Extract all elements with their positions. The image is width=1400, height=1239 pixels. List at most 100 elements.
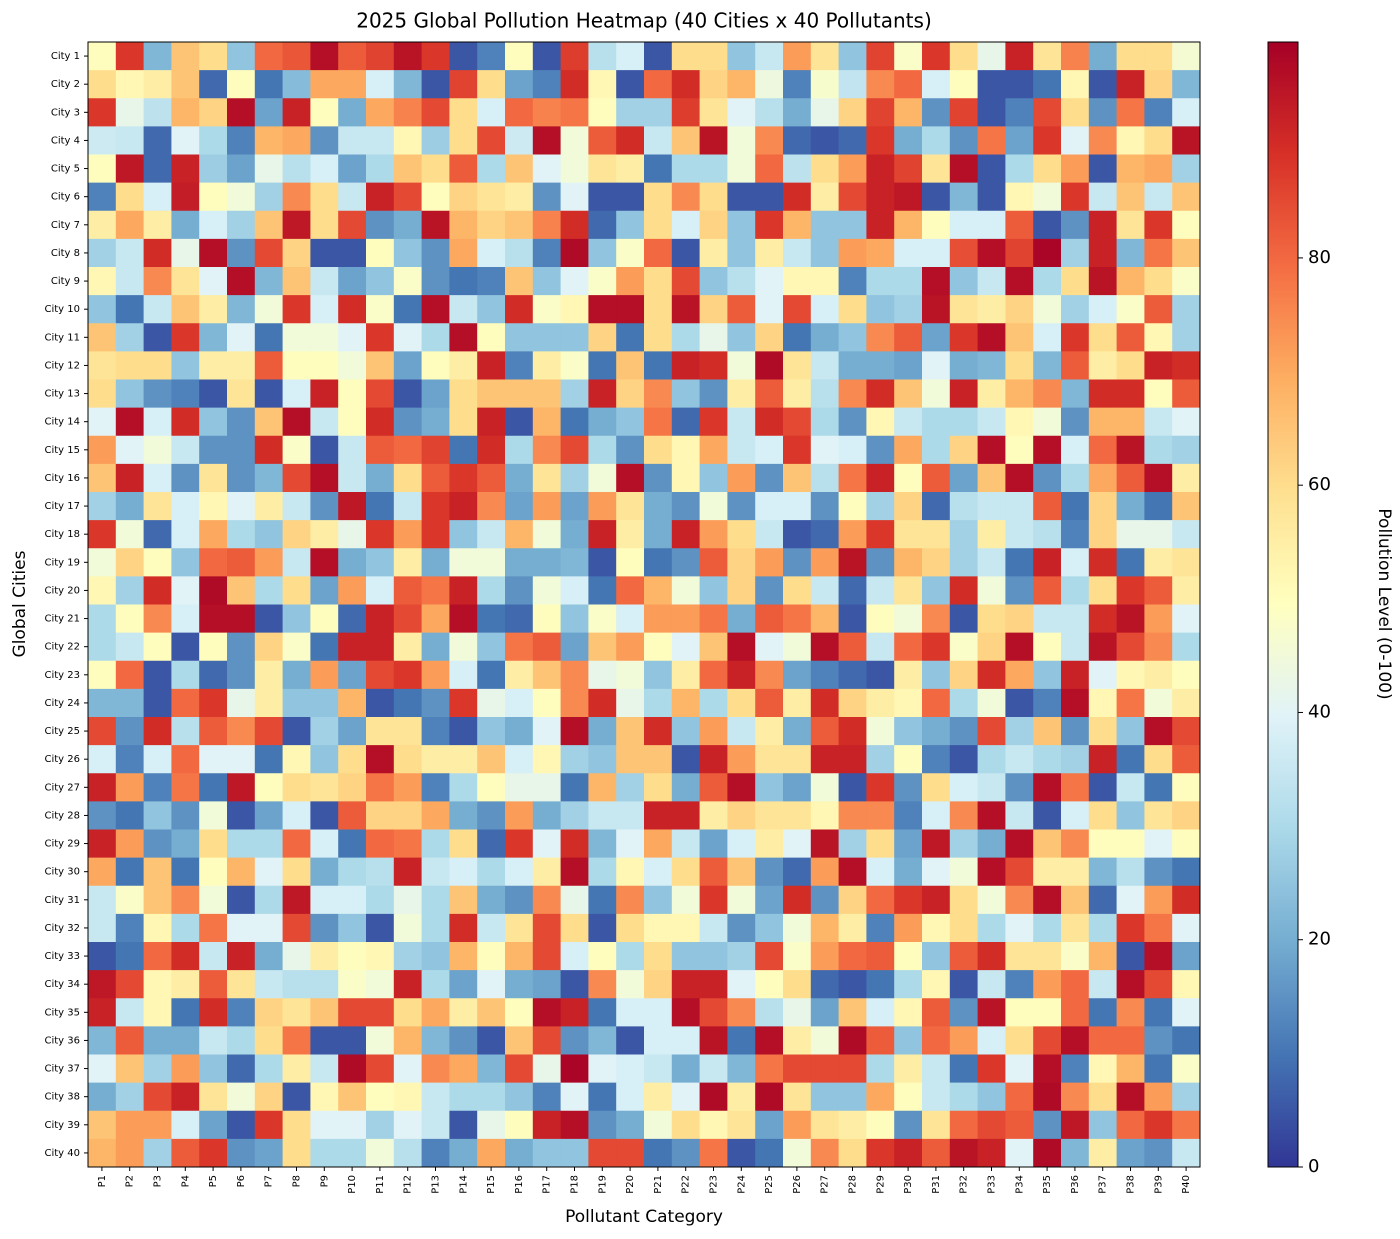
heatmap-cell (227, 70, 256, 99)
heatmap-cell (560, 604, 589, 634)
heatmap-cell (644, 998, 673, 1027)
heatmap-cell (644, 913, 673, 943)
heatmap-cell (338, 745, 367, 774)
heatmap-cell (171, 717, 200, 746)
heatmap-cell (421, 885, 450, 915)
heatmap-cell (254, 1082, 284, 1112)
heatmap-cell (810, 576, 840, 605)
heatmap-cell (699, 267, 728, 296)
heatmap-cell (171, 604, 200, 634)
heatmap-cell (1172, 857, 1201, 887)
heatmap-cell (366, 548, 395, 577)
heatmap-cell (310, 295, 339, 324)
heatmap-cell (1172, 42, 1201, 71)
heatmap-cell (560, 632, 589, 662)
heatmap-cell (254, 323, 284, 352)
heatmap-cell (505, 295, 534, 324)
heatmap-cell (977, 913, 1006, 943)
heatmap-cell (671, 773, 701, 802)
heatmap-cell (894, 520, 923, 549)
heatmap-cell (838, 435, 867, 465)
heatmap-cell (866, 351, 895, 380)
heatmap-cell (671, 604, 701, 634)
heatmap-cell (449, 717, 478, 746)
heatmap-cell (532, 576, 562, 605)
heatmap-cell (1005, 548, 1034, 577)
heatmap-cell (532, 295, 562, 324)
colorbar (1267, 41, 1299, 1168)
heatmap-cell (477, 604, 506, 634)
heatmap-cell (866, 857, 895, 887)
heatmap-cell (1005, 970, 1034, 999)
heatmap-cell (366, 576, 395, 605)
heatmap-cell (949, 604, 979, 634)
heatmap-cell (1061, 632, 1090, 662)
heatmap-cell (1144, 351, 1173, 380)
heatmap-cell (894, 717, 923, 746)
heatmap-cell (282, 182, 311, 212)
heatmap-cell (282, 126, 311, 155)
heatmap-cell (1116, 379, 1145, 409)
x-tick-label: P12 (403, 1175, 414, 1194)
heatmap-cell (171, 548, 200, 577)
heatmap-cell (199, 379, 228, 409)
heatmap-cell (894, 267, 923, 296)
heatmap-cell (866, 492, 895, 521)
heatmap-cell (699, 604, 728, 634)
heatmap-cell (810, 407, 840, 437)
heatmap-cell (1172, 492, 1201, 521)
heatmap-cell (393, 970, 423, 999)
heatmap-cell (949, 1082, 979, 1112)
heatmap-cell (421, 913, 450, 943)
heatmap-cell (560, 1026, 589, 1055)
heatmap-cell (810, 379, 840, 409)
heatmap-cell (366, 1054, 395, 1084)
heatmap-cell (1033, 717, 1062, 746)
heatmap-cell (1033, 126, 1062, 155)
heatmap-cell (338, 379, 367, 409)
x-tick-label: P33 (987, 1175, 998, 1194)
heatmap-cell (1005, 351, 1034, 380)
heatmap-cell (1088, 801, 1118, 830)
heatmap-cell (115, 323, 145, 352)
heatmap-cell (1172, 520, 1201, 549)
heatmap-cell (1061, 688, 1090, 718)
heatmap-cell (227, 295, 256, 324)
heatmap-cell (199, 913, 228, 943)
heatmap-cell (1005, 407, 1034, 437)
heatmap-cell (227, 42, 256, 71)
heatmap-cell (1116, 604, 1145, 634)
heatmap-cell (254, 295, 284, 324)
heatmap-cell (922, 267, 951, 296)
heatmap-cell (922, 435, 951, 465)
heatmap-cell (1033, 632, 1062, 662)
heatmap-cell (699, 210, 728, 240)
heatmap-cell (922, 717, 951, 746)
heatmap-cell (282, 323, 311, 352)
heatmap-cell (254, 857, 284, 887)
heatmap-cell (755, 98, 784, 127)
heatmap-cell (1172, 295, 1201, 324)
heatmap-cell (1144, 604, 1173, 634)
y-tick-label: City 39 (44, 1120, 80, 1131)
heatmap-cell (421, 660, 450, 690)
heatmap-cell (755, 238, 784, 268)
heatmap-cell (338, 238, 367, 268)
heatmap-cell (532, 351, 562, 380)
heatmap-cell (949, 576, 979, 605)
heatmap-cell (227, 773, 256, 802)
heatmap-cell (505, 801, 534, 830)
heatmap-cell (894, 70, 923, 99)
heatmap-cell (1033, 576, 1062, 605)
heatmap-cell (588, 463, 617, 493)
heatmap-cell (616, 1054, 645, 1084)
heatmap-cell (671, 492, 701, 521)
heatmap-cell (699, 773, 728, 802)
heatmap-cell (254, 688, 284, 718)
heatmap-cell (199, 295, 228, 324)
heatmap-cell (421, 463, 450, 493)
heatmap-cell (1172, 717, 1201, 746)
heatmap-cell (755, 829, 784, 859)
heatmap-cell (115, 773, 145, 802)
colorbar-tick-label: 0 (1308, 1156, 1319, 1177)
